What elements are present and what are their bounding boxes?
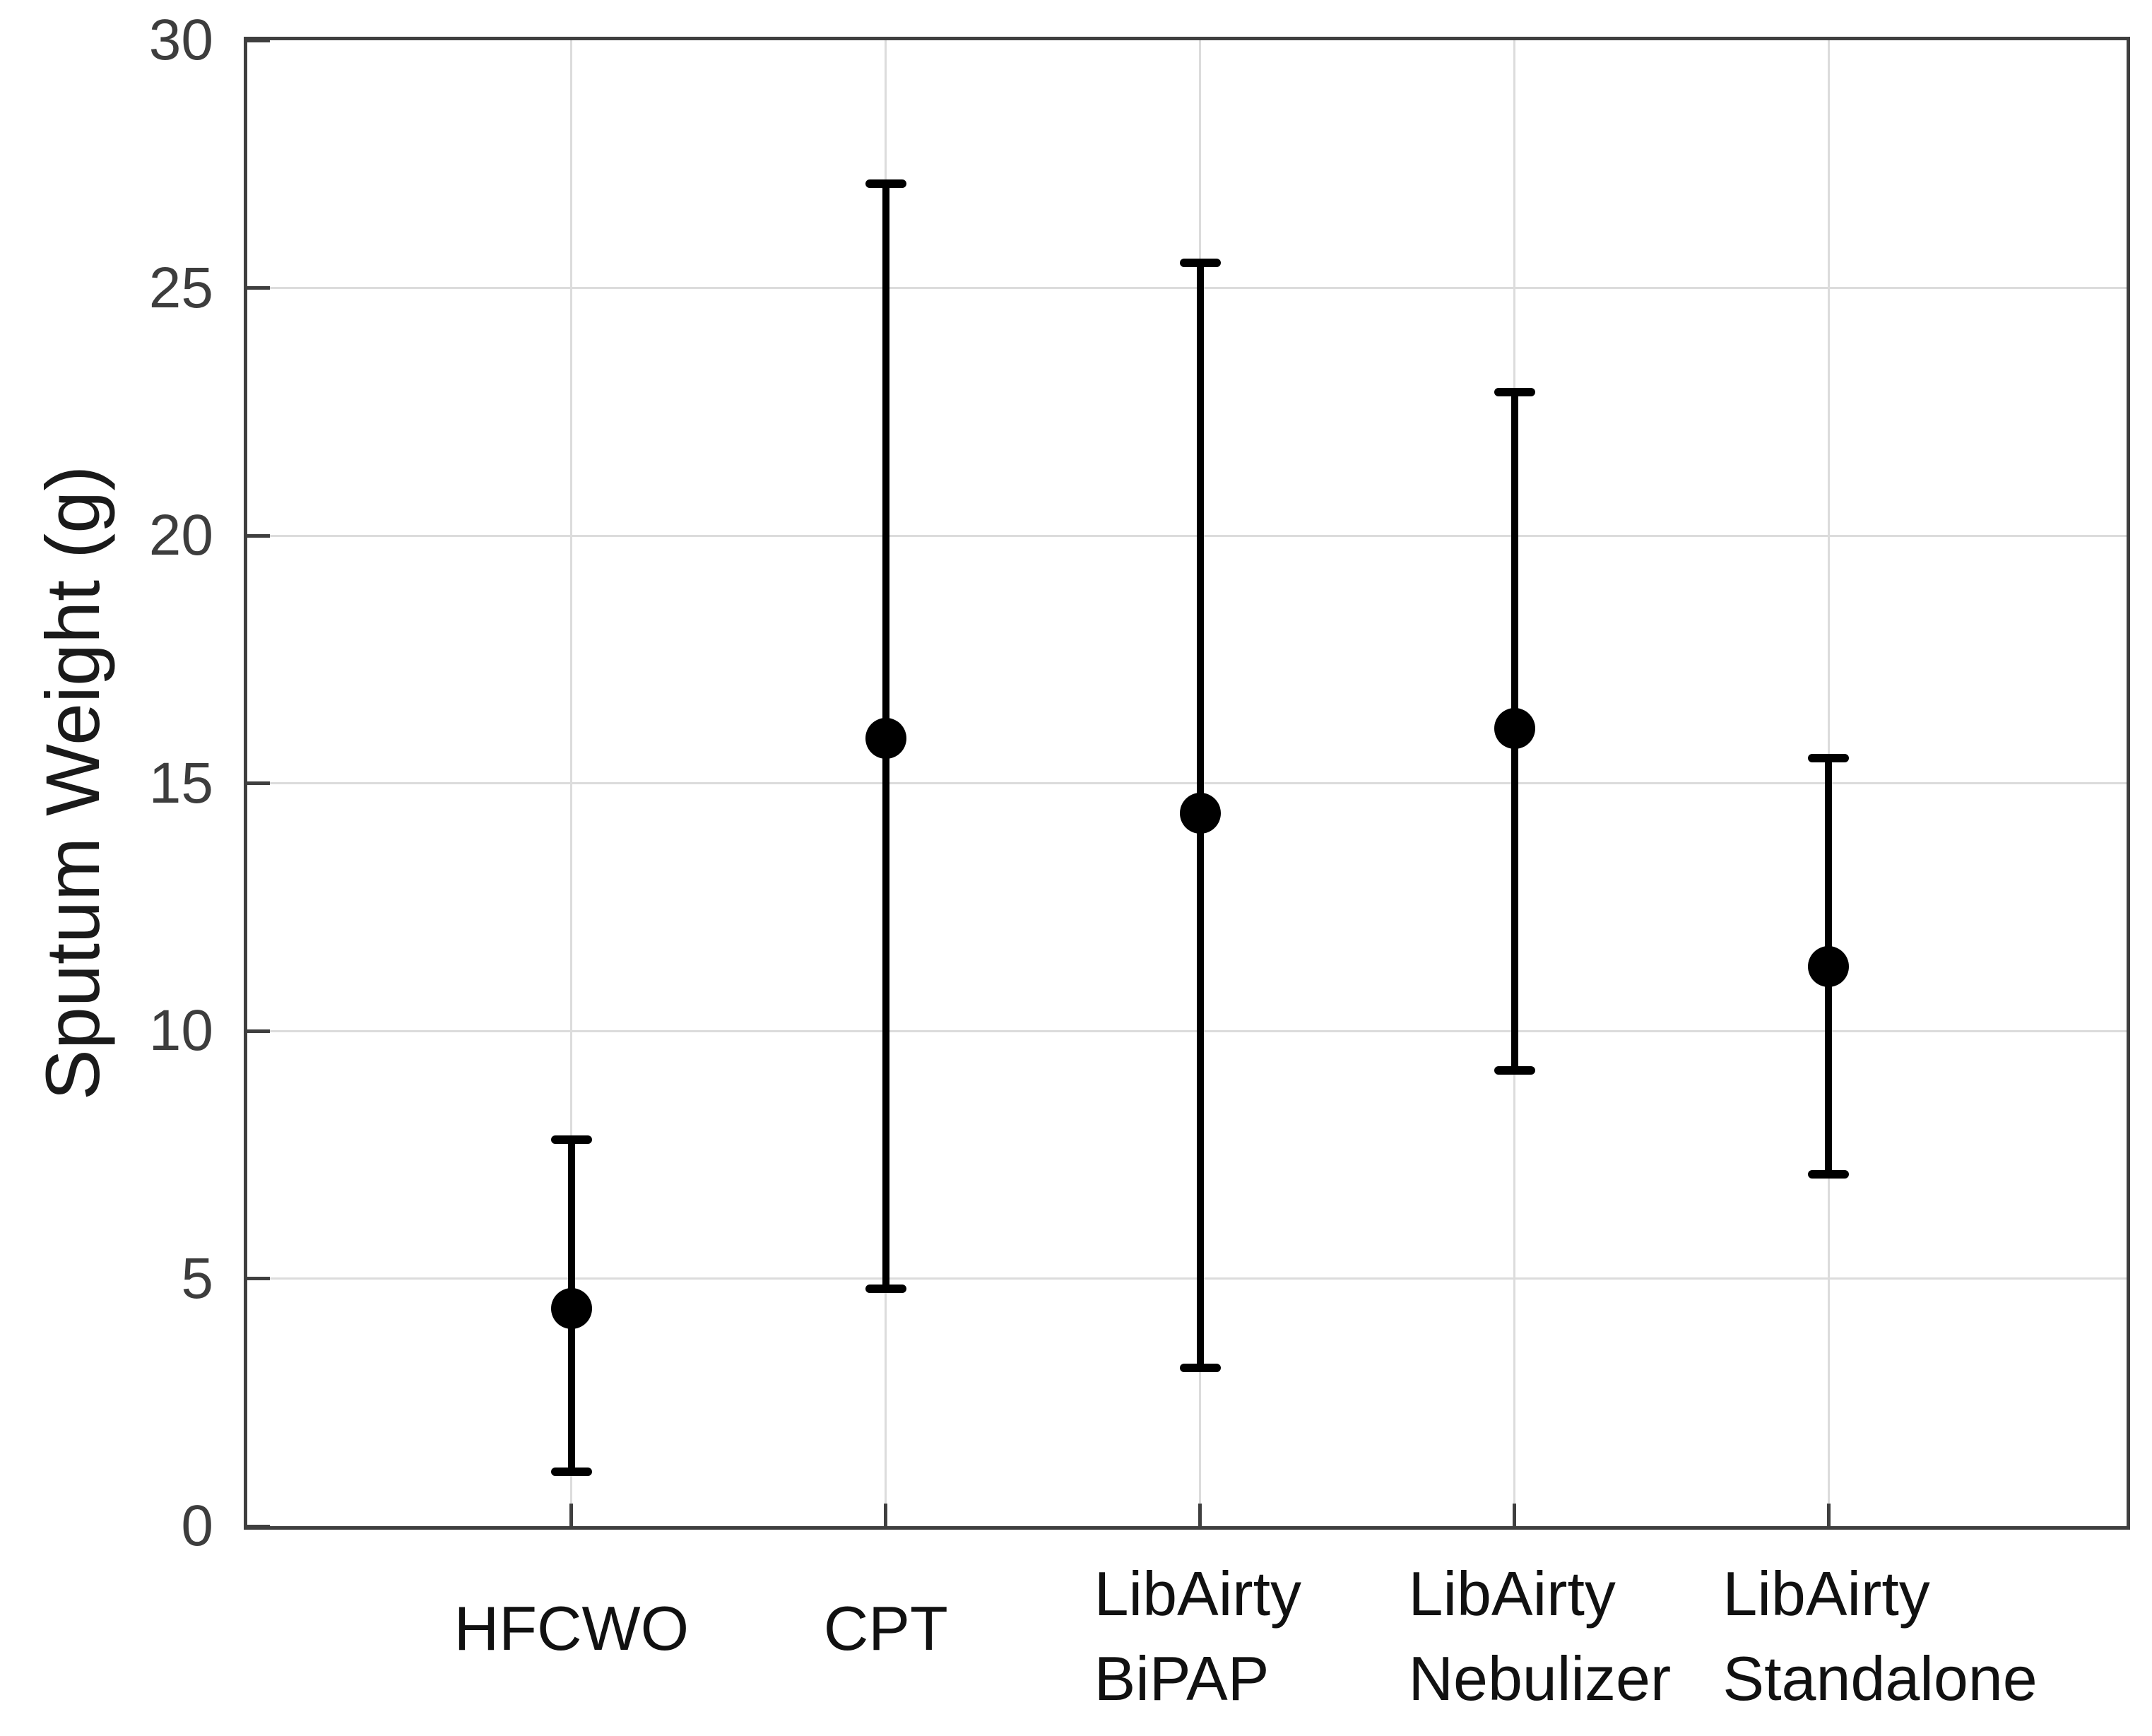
x-category-label-line: LibAirty bbox=[1094, 1559, 1302, 1629]
x-category-label: LibAirty Standalone bbox=[1722, 1552, 2037, 1720]
y-axis-tick bbox=[247, 1277, 270, 1280]
y-tick-label: 5 bbox=[181, 1246, 213, 1311]
x-axis-tick bbox=[1198, 1504, 1202, 1526]
y-axis-tick bbox=[247, 1524, 270, 1528]
axes-box bbox=[244, 37, 2130, 1530]
x-category-label: LibAirty BiPAP bbox=[1094, 1552, 1301, 1720]
data-point-marker bbox=[1808, 945, 1850, 987]
y-axis-tick bbox=[247, 38, 270, 42]
x-category-label: HFCWO bbox=[454, 1586, 689, 1671]
error-bar-cap-bottom bbox=[1808, 1170, 1850, 1179]
error-bar-cap-top bbox=[1494, 387, 1535, 396]
data-point-marker bbox=[1179, 792, 1221, 834]
y-tick-label: 30 bbox=[148, 8, 213, 72]
error-bar-cap-top bbox=[1179, 259, 1221, 268]
gridline-horizontal bbox=[247, 1029, 2127, 1032]
y-axis-tick bbox=[247, 1029, 270, 1033]
x-category-label-line: CPT bbox=[823, 1593, 948, 1663]
x-category-label: LibAirty Nebulizer bbox=[1409, 1552, 1672, 1720]
error-bar-cap-top bbox=[865, 179, 906, 189]
x-category-label: CPT bbox=[824, 1586, 948, 1671]
data-point-marker bbox=[550, 1287, 592, 1329]
y-tick-label: 25 bbox=[148, 255, 213, 320]
gridline-horizontal bbox=[247, 287, 2127, 289]
x-category-label-line: LibAirty bbox=[1408, 1559, 1616, 1629]
error-bar-cap-bottom bbox=[550, 1467, 592, 1476]
y-axis-tick bbox=[247, 533, 270, 538]
error-bar-cap-bottom bbox=[1494, 1066, 1535, 1075]
x-category-label-line: Standalone bbox=[1722, 1643, 2038, 1713]
x-category-label-line: LibAirty bbox=[1722, 1559, 1930, 1629]
x-axis-tick bbox=[884, 1504, 888, 1526]
error-bar-cap-bottom bbox=[1179, 1363, 1221, 1372]
x-axis-tick bbox=[1513, 1504, 1516, 1526]
y-axis-tick bbox=[247, 286, 270, 290]
x-axis-tick bbox=[569, 1504, 574, 1526]
data-point-marker bbox=[865, 718, 906, 760]
y-axis-tick bbox=[247, 781, 270, 785]
data-point-marker bbox=[1494, 708, 1535, 750]
y-tick-label: 15 bbox=[148, 750, 213, 815]
y-tick-label: 0 bbox=[181, 1494, 213, 1558]
gridline-horizontal bbox=[247, 534, 2127, 537]
y-tick-label: 10 bbox=[148, 998, 213, 1063]
error-bar-cap-top bbox=[1808, 754, 1850, 763]
error-bar-cap-top bbox=[550, 1135, 592, 1145]
x-axis-tick bbox=[1826, 1504, 1831, 1526]
gridline-horizontal bbox=[247, 782, 2127, 784]
gridline-vertical bbox=[570, 40, 573, 1526]
gridline-horizontal bbox=[247, 1277, 2127, 1280]
x-category-label-line: HFCWO bbox=[454, 1593, 690, 1663]
error-bar-cap-bottom bbox=[865, 1284, 906, 1293]
x-category-label-line: Nebulizer bbox=[1408, 1643, 1672, 1713]
y-tick-label: 20 bbox=[148, 503, 213, 567]
x-category-label-line: BiPAP bbox=[1094, 1643, 1270, 1713]
